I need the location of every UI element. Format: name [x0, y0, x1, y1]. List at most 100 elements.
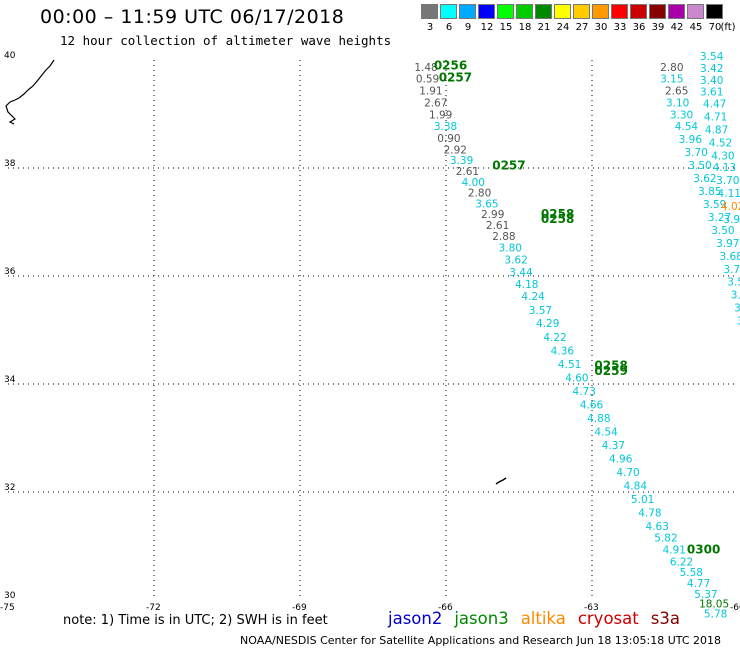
satellite-s3a: s3a: [650, 609, 680, 628]
legend-swatch: [421, 4, 438, 19]
legend-swatch: [630, 4, 647, 19]
lat-tick-label: 38: [4, 159, 16, 169]
swh-value: 3.85: [698, 186, 721, 198]
swh-value: 4.84: [624, 480, 648, 492]
legend-label: 21: [537, 22, 551, 33]
footnote: note: 1) Time is in UTC; 2) SWH is in fe…: [63, 613, 328, 628]
legend-label: 18: [518, 22, 532, 33]
swh-value: 4.73: [573, 386, 596, 398]
swh-value: 3.97: [716, 238, 739, 250]
swh-value: 3.59: [703, 199, 726, 211]
satellite-cryosat: cryosat: [577, 609, 639, 628]
coastline: [5, 59, 507, 485]
satellite-altika: altika: [520, 609, 566, 628]
lon-tick-label: -66: [438, 603, 453, 613]
map-title: 00:00 – 11:59 UTC 06/17/2018: [40, 6, 345, 28]
swh-value: 3.70: [716, 175, 739, 187]
swh-value: 4.52: [709, 137, 732, 149]
swh-value: 4.36: [551, 345, 575, 357]
satellite-jason3: jason3: [454, 609, 509, 628]
swh-value: 3.27: [708, 212, 731, 224]
swh-value: 4.37: [602, 440, 625, 452]
swh-value: 2.80: [468, 188, 491, 200]
legend-unit: (ft): [720, 22, 736, 33]
legend-label: 36: [632, 22, 646, 33]
swh-value: 3.80: [734, 303, 740, 315]
legend-swatch: [459, 4, 476, 19]
swh-value: 4.87: [705, 124, 728, 136]
swh-value: 4.91: [663, 545, 686, 557]
swh-value: 4.54: [594, 426, 618, 438]
swh-value: 4.29: [536, 318, 559, 330]
swh-value: 3.15: [660, 74, 683, 86]
swh-value: 2.61: [486, 220, 509, 232]
legend-label: 27: [575, 22, 589, 33]
swh-value: 6.22: [670, 556, 693, 568]
lat-tick-label: 34: [4, 375, 16, 385]
legend-label: 39: [651, 22, 665, 33]
legend-swatch: [478, 4, 495, 19]
swh-value: 1.99: [429, 109, 452, 121]
swh-value: 3.50: [688, 160, 711, 172]
swh-value: 2.80: [660, 62, 683, 74]
swh-value: 4.30: [711, 150, 734, 162]
swh-value: 3.65: [737, 316, 740, 328]
legend-swatch: [516, 4, 533, 19]
pass-time-label: 0258: [594, 358, 627, 372]
swh-value: 3.90: [723, 214, 740, 226]
swh-value: 3.39: [450, 155, 473, 167]
swh-value: 18.05: [699, 599, 729, 611]
swh-value: 4.02: [721, 201, 740, 213]
swh-value: 2.61: [456, 166, 479, 178]
legend-label: 45: [689, 22, 703, 33]
swh-value: 4.71: [704, 111, 727, 123]
swh-value: 3.38: [434, 121, 457, 133]
swh-value: 4.47: [703, 99, 726, 111]
swh-value: 5.78: [704, 608, 727, 620]
swh-value: 3.70: [684, 147, 707, 159]
swh-value: 3.80: [499, 243, 522, 255]
swh-value: 3.42: [700, 63, 723, 75]
swh-value: 4.13: [713, 162, 736, 174]
swh-value: 2.92: [444, 144, 467, 156]
legend-label: 70: [708, 22, 722, 33]
swh-value: 3.68: [720, 251, 740, 263]
legend-label: 30: [594, 22, 608, 33]
legend-label: 42: [670, 22, 684, 33]
satellite-tracks: 1.480.591.912.671.993.380.902.923.392.61…: [414, 51, 740, 620]
swh-value: 4.63: [646, 521, 669, 533]
lat-tick-label: 40: [4, 51, 16, 61]
legend-label: 9: [464, 22, 472, 33]
swh-value: 4.24: [521, 291, 545, 303]
swh-value: 4.54: [675, 121, 699, 133]
swh-value: 1.91: [419, 86, 442, 98]
legend-swatch: [535, 4, 552, 19]
swh-value: 3.62: [504, 255, 527, 267]
legend-swatch: [440, 4, 457, 19]
swh-value: 4.51: [558, 359, 581, 371]
swh-value: 3.96: [679, 134, 703, 146]
pass-time-label: 0258: [541, 212, 574, 226]
swh-value: 2.99: [481, 209, 504, 221]
legend-label: 15: [499, 22, 513, 33]
legend-swatch: [649, 4, 666, 19]
legend-swatch: [497, 4, 514, 19]
graticule: [8, 60, 738, 600]
swh-value: 4.11: [718, 188, 740, 200]
swh-value: 2.88: [492, 231, 515, 243]
swh-value: 2.65: [665, 86, 688, 98]
swh-value: 1.48: [414, 62, 437, 74]
swh-value: 3.57: [727, 277, 740, 289]
lon-tick-label: -75: [0, 603, 15, 613]
swh-value: 4.96: [609, 453, 633, 465]
swh-value: 4.00: [462, 177, 485, 189]
swh-value: 5.82: [654, 533, 677, 545]
legend-label: 24: [556, 22, 570, 33]
swh-value: 3.71: [723, 264, 740, 276]
pass-time-label: 0257: [439, 71, 472, 85]
axis-labels: -75 -72 -69 -66 -63 -60 40 38 36 34 32 30: [0, 51, 740, 613]
map-subtitle: 12 hour collection of altimeter wave hei…: [60, 33, 392, 48]
swh-value: 4.22: [543, 332, 566, 344]
swh-value: 4.18: [515, 279, 538, 291]
